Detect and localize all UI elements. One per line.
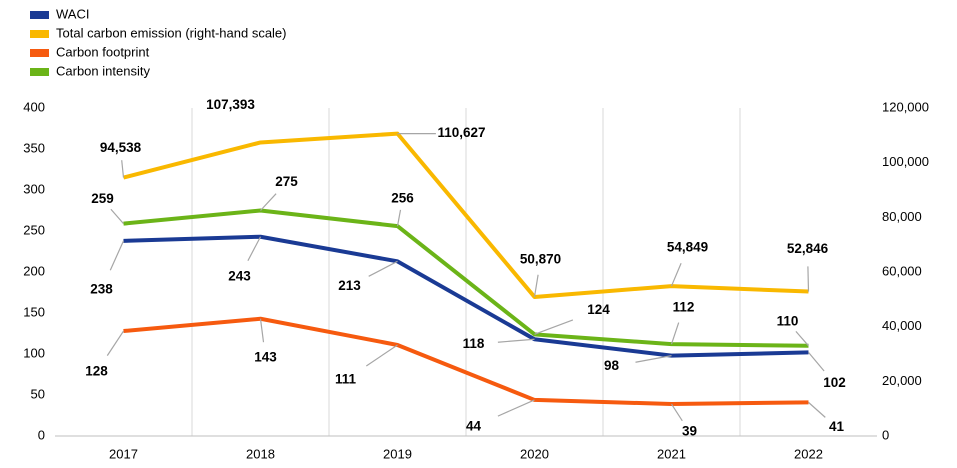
y-tick-label: 150 <box>23 304 45 319</box>
data-label: 50,870 <box>520 252 561 267</box>
y2-tick-label: 120,000 <box>882 99 929 114</box>
leader-line <box>121 160 125 178</box>
data-label: 143 <box>254 349 277 364</box>
data-label: 54,849 <box>667 240 708 255</box>
legend-swatch <box>30 30 49 38</box>
y-tick-label: 0 <box>38 427 45 442</box>
data-label: 110 <box>777 313 799 328</box>
leader-line <box>534 319 574 335</box>
y-tick-label: 200 <box>23 263 45 278</box>
data-label: 243 <box>228 268 251 283</box>
leader-line <box>808 351 825 372</box>
data-label: 112 <box>673 300 695 315</box>
y-tick-label: 350 <box>23 140 45 155</box>
data-label: 107,393 <box>206 97 255 112</box>
data-label: 213 <box>338 278 361 293</box>
data-label: 259 <box>91 191 114 206</box>
legend-swatch <box>30 68 49 76</box>
data-label: 256 <box>391 191 414 206</box>
y-tick-label: 300 <box>23 181 45 196</box>
data-label: 111 <box>335 372 357 387</box>
data-label: 94,538 <box>100 140 142 155</box>
x-tick-label: 2018 <box>246 446 275 461</box>
data-label: 238 <box>90 281 113 296</box>
series-line <box>123 208 809 348</box>
leader-line <box>670 403 683 422</box>
legend-label: Carbon intensity <box>56 63 150 78</box>
data-label: 52,846 <box>787 241 829 256</box>
leader-line <box>106 330 125 356</box>
y2-tick-label: 20,000 <box>882 373 922 388</box>
x-tick-label: 2021 <box>657 446 686 461</box>
leader-line <box>497 399 535 417</box>
data-label: 128 <box>85 364 108 379</box>
y-tick-label: 400 <box>23 99 45 114</box>
legend-swatch <box>30 49 49 57</box>
data-label: 41 <box>829 419 845 434</box>
leader-line <box>368 260 398 277</box>
series-line <box>123 234 809 358</box>
legend-label: WACI <box>56 6 89 21</box>
x-tick-label: 2017 <box>109 446 138 461</box>
x-tick-label: 2020 <box>520 446 549 461</box>
y-tick-label: 250 <box>23 222 45 237</box>
legend-label: Total carbon emission (right-hand scale) <box>56 25 287 40</box>
leader-line <box>670 322 680 345</box>
data-label: 44 <box>466 418 482 433</box>
legend-label: Carbon footprint <box>56 44 150 59</box>
series-line <box>123 316 809 407</box>
legend-swatch <box>30 11 49 19</box>
leader-line <box>247 236 262 262</box>
leader-line <box>670 263 682 287</box>
x-tick-label: 2022 <box>794 446 823 461</box>
leader-line <box>260 193 277 211</box>
data-label: 124 <box>587 302 610 317</box>
leader-line <box>259 318 265 343</box>
y2-tick-label: 100,000 <box>882 154 929 169</box>
y-tick-label: 50 <box>31 386 45 401</box>
leader-line <box>497 338 535 343</box>
leader-line <box>635 355 672 363</box>
y-tick-label: 100 <box>23 345 45 360</box>
y2-tick-label: 60,000 <box>882 263 922 278</box>
y2-tick-label: 0 <box>882 427 889 442</box>
leader-line <box>110 208 124 225</box>
data-label: 118 <box>463 336 485 351</box>
leader-line <box>109 240 125 271</box>
series-line <box>123 131 809 299</box>
y2-tick-label: 40,000 <box>882 318 922 333</box>
leader-line <box>795 331 809 347</box>
data-label: 98 <box>604 358 620 373</box>
data-label: 39 <box>682 424 697 439</box>
y2-tick-label: 80,000 <box>882 209 922 224</box>
leader-line <box>365 344 398 367</box>
x-tick-label: 2019 <box>383 446 412 461</box>
leader-line <box>396 209 402 227</box>
leader-line <box>533 274 539 298</box>
leader-line <box>808 401 826 418</box>
data-label: 102 <box>823 375 846 390</box>
leader-line <box>807 266 810 292</box>
data-label: 275 <box>275 174 298 189</box>
data-label: 110,627 <box>437 125 485 140</box>
